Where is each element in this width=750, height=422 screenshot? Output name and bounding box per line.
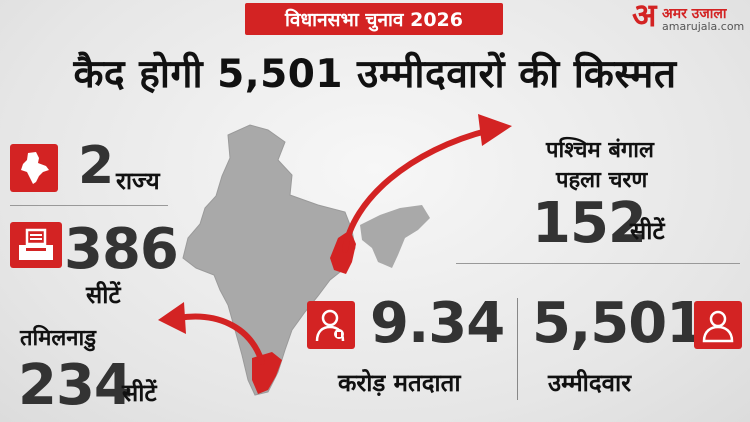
arrow-tamilnadu (175, 313, 265, 365)
voter-tile (307, 301, 355, 349)
india-map-tile (10, 144, 58, 192)
india-map-icon (21, 152, 49, 184)
voters-label: करोड़ मतदाता (338, 369, 461, 397)
banner: विधानसभा चुनाव 2026 (245, 3, 503, 35)
seats-total-value: 386 (64, 217, 179, 282)
seats-total-label: सीटें (86, 281, 121, 309)
brand-logo[interactable]: अ अमर उजाला amarujala.com (632, 0, 745, 36)
candidate-icon (702, 310, 734, 343)
candidates-label: उम्मीदवार (548, 369, 632, 397)
arrow-tamilnadu-head (158, 302, 186, 334)
divider (10, 205, 168, 206)
ballot-box-icon (19, 228, 53, 260)
india-mainland (182, 124, 356, 396)
brand-mark: अ (632, 0, 657, 34)
tamilnadu-value: 234 (18, 353, 133, 418)
voter-icon (315, 309, 345, 342)
arrow-bengal-head (478, 114, 512, 146)
states-label: राज्य (116, 167, 160, 195)
brand-site: amarujala.com (662, 20, 745, 33)
states-value: 2 (78, 136, 114, 196)
bengal-label: सीटें (630, 217, 665, 245)
ballot-box-tile (10, 222, 62, 268)
arrow-bengal (342, 127, 493, 253)
tamilnadu-name: तमिलनाडु (20, 326, 96, 351)
candidate-tile (694, 301, 742, 349)
bengal-value: 152 (532, 191, 647, 256)
divider (456, 263, 740, 264)
headline: कैद होगी 5,501 उम्मीदवारों की किस्मत (73, 52, 677, 97)
brand-name: अमर उजाला (662, 6, 727, 22)
bengal-name: पश्चिम बंगाल (546, 138, 654, 163)
voters-value: 9.34 (370, 291, 505, 356)
india-northeast (360, 205, 430, 268)
candidates-value: 5,501 (532, 291, 705, 356)
bengal-phase: पहला चरण (556, 168, 648, 193)
divider (517, 298, 518, 400)
tamilnadu-label: सीटें (122, 379, 157, 407)
